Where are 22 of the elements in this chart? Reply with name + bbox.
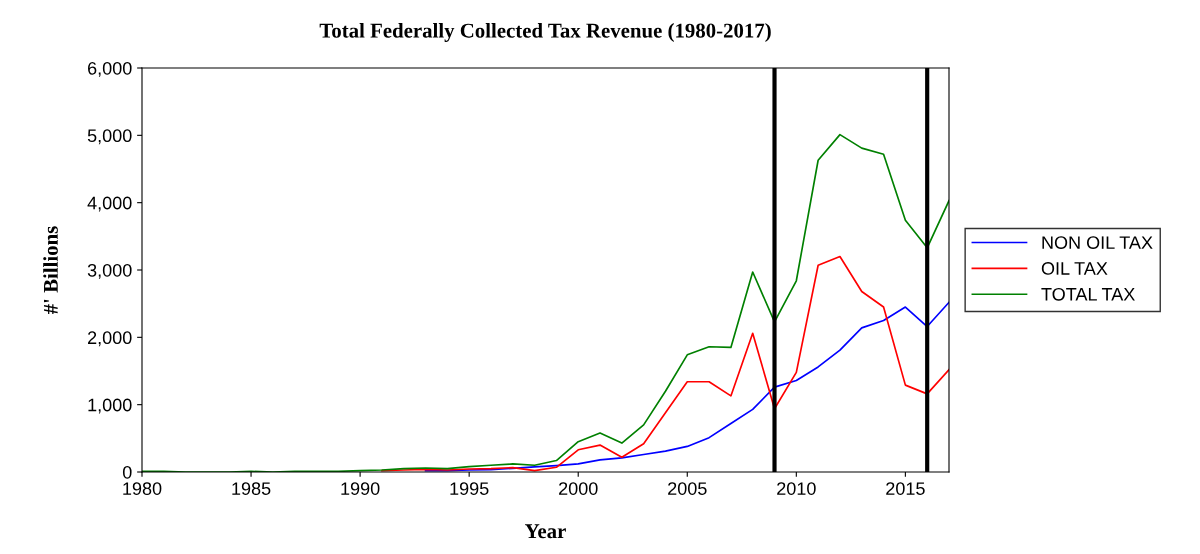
x-tick-label: 1995 [450, 482, 489, 495]
x-tick-label: 2000 [559, 482, 598, 495]
x-tick-label: 1980 [123, 482, 162, 495]
x-tick-label: 1985 [232, 482, 271, 495]
x-tick-label: 1990 [341, 482, 380, 495]
legend-label: OIL TAX [1041, 262, 1108, 275]
y-tick-label: 5,000 [87, 129, 132, 145]
y-tick-label: 6,000 [88, 61, 132, 77]
y-tick-label: 4,000 [87, 196, 132, 212]
y-axis-title: #' Billions [43, 226, 58, 315]
x-tick-label: 2005 [668, 482, 707, 495]
y-tick-label: 0 [122, 465, 132, 479]
x-axis-title: Year [525, 524, 566, 539]
x-tick-label: 2010 [777, 482, 816, 495]
chart-title: Total Federally Collected Tax Revenue (1980-2017) [319, 22, 771, 42]
y-tick-label: 1,000 [88, 398, 132, 414]
x-tick-label: 2015 [886, 482, 925, 495]
line-series [424, 301, 949, 472]
y-tick-label: 3,000 [87, 263, 132, 279]
y-tick-label: 2,000 [88, 331, 132, 347]
legend-label: TOTAL TAX [1041, 287, 1135, 301]
legend-label: NON OIL TAX [1042, 236, 1153, 249]
